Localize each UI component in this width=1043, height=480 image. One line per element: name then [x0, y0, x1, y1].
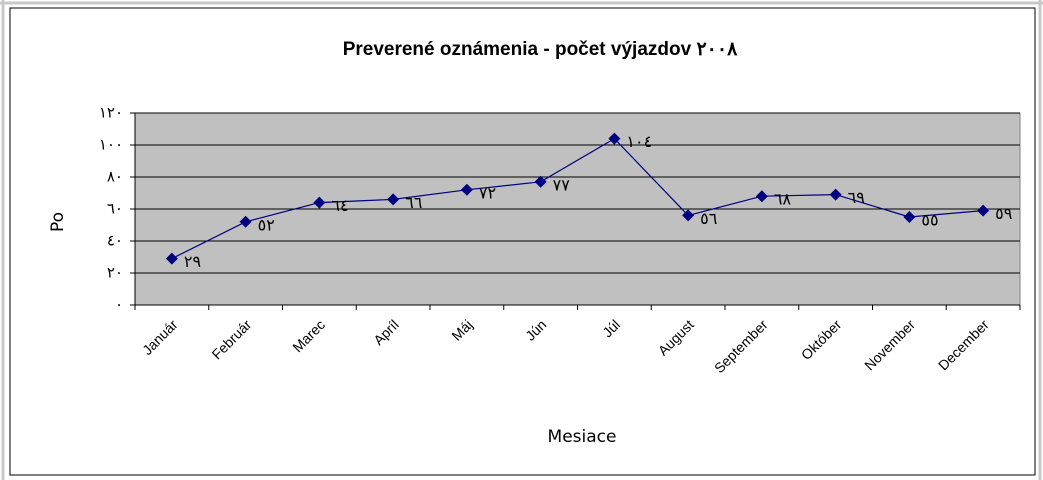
data-label: ٧٢	[479, 183, 496, 202]
marker	[829, 188, 842, 201]
data-label: ٦٦	[405, 193, 422, 212]
y-tick-label: ٨٠	[107, 168, 123, 186]
line	[171, 137, 984, 260]
y-tick-label: ١٠٠	[99, 136, 123, 154]
marker	[755, 190, 768, 203]
marker	[313, 196, 326, 209]
y-tick-label: ٤٠	[107, 232, 123, 250]
marker	[977, 204, 990, 217]
data-label: ٥٥	[921, 211, 938, 230]
data-label: ٦٨	[774, 190, 792, 209]
data-label: ٧٧	[553, 175, 571, 194]
data-label: ٦٩	[848, 188, 865, 207]
data-label: ٥٢	[258, 215, 275, 234]
y-tick-label: ٢٠	[107, 264, 123, 282]
data-label: ٦٤	[331, 196, 348, 215]
marker	[682, 209, 695, 222]
marker	[165, 252, 178, 265]
y-tick-label: ٠	[115, 296, 123, 314]
y-tick-label: ١٢٠	[99, 104, 123, 122]
marker	[239, 215, 252, 228]
marker	[387, 193, 400, 206]
data-label: ٥٦	[700, 209, 717, 228]
chart-title: Preverené oznámenia - počet výjazdov ٢٠٠…	[343, 39, 738, 60]
marker	[534, 175, 547, 188]
y-axis-label: Po	[48, 212, 68, 232]
marker	[460, 183, 473, 196]
data-label: ٥٩	[995, 204, 1012, 223]
y-tick-label: ٦٠	[107, 200, 123, 218]
marker	[903, 211, 916, 223]
data-label: ١٠٤	[626, 132, 652, 151]
data-label: ٢٩	[184, 252, 201, 271]
marker	[608, 132, 621, 145]
x-axis-label: Mesiace	[548, 427, 617, 447]
